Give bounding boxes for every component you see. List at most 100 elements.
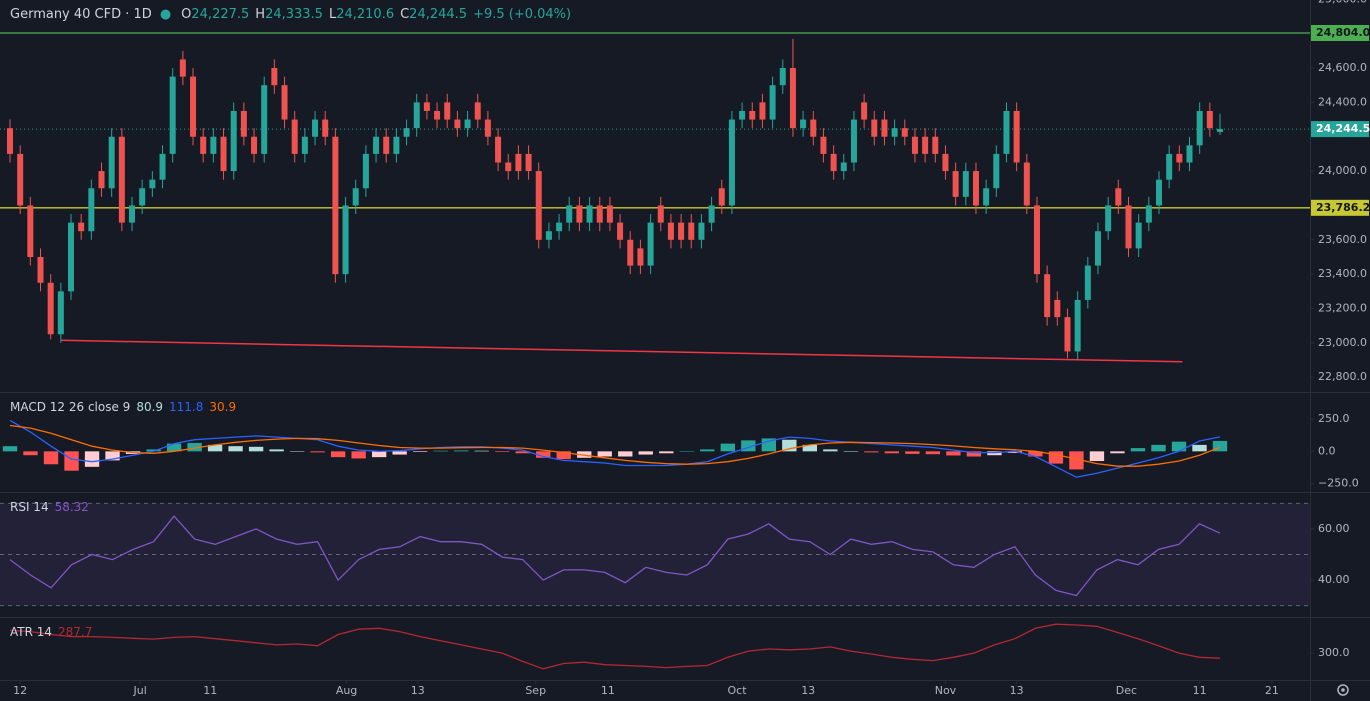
macd-histogram-bar: [946, 451, 961, 456]
candle-body: [901, 128, 908, 137]
candle-body: [271, 68, 278, 86]
candle-body: [1176, 153, 1183, 163]
macd-histogram-bar: [412, 451, 428, 452]
candle-body: [556, 222, 563, 232]
indicator-title: MACD 12 26 close 9: [10, 400, 130, 414]
macd-histogram-bar: [843, 451, 859, 452]
trendline: [60, 339, 1183, 363]
candle-body: [362, 153, 369, 189]
candle-body: [698, 222, 705, 240]
candle-body: [830, 153, 837, 172]
candle-body: [871, 119, 878, 137]
candle-body: [627, 239, 634, 266]
candle-body: [1023, 162, 1030, 206]
macd-histogram-bar: [105, 451, 120, 461]
candle-body: [739, 110, 746, 120]
candle-body: [434, 110, 441, 120]
macd-histogram-bar: [597, 451, 612, 457]
x-tick-label: Aug: [336, 684, 357, 697]
y-tick-label: 25,000.0: [1318, 0, 1367, 5]
candle-body: [1125, 205, 1132, 249]
candle-body: [423, 102, 430, 111]
candle-body: [1044, 274, 1051, 318]
y-tick-label: 23,400.0: [1318, 267, 1367, 280]
candle-body: [139, 188, 146, 206]
candle-body: [850, 119, 857, 163]
candle-body: [1064, 317, 1071, 352]
price-level-tag: [1311, 121, 1369, 138]
candle-body: [1166, 153, 1173, 180]
indicator-value: 111.8: [169, 400, 203, 414]
macd-histogram-bar: [802, 444, 818, 452]
rsi-line: [9, 515, 1221, 597]
macd-histogram-bar: [1028, 451, 1043, 457]
macd-histogram-bar: [1212, 440, 1228, 452]
candle-body: [657, 205, 664, 223]
macd-histogram-bar: [1192, 444, 1207, 452]
macd-histogram-bar: [905, 451, 920, 454]
macd-histogram-bar: [2, 446, 18, 452]
candle-body: [1105, 205, 1112, 232]
indicator-title: ATR 14: [10, 625, 52, 639]
macd-histogram-bar: [23, 451, 38, 456]
indicator-line: [9, 623, 1221, 670]
macd-histogram-bar: [207, 444, 223, 452]
x-tick-label: 13: [411, 684, 425, 697]
macd-histogram-bar: [187, 442, 202, 452]
ohlc-value: 24,244.5: [409, 7, 467, 22]
macd-histogram-bar: [720, 443, 735, 452]
x-tick-label: 11: [1193, 684, 1207, 697]
candle-body: [942, 153, 949, 172]
candle-body: [769, 85, 776, 120]
candle-body: [881, 119, 888, 137]
gear-center[interactable]: [1341, 688, 1345, 692]
y-tick-label: 40.00: [1318, 573, 1350, 586]
indicator-title: RSI 14: [10, 500, 49, 514]
candle-body: [840, 162, 847, 172]
macd-histogram-bar: [1007, 451, 1023, 453]
macd-histogram-bar: [289, 451, 305, 452]
macd-histogram-bar: [864, 451, 879, 453]
candle-body: [952, 171, 959, 197]
candle-body: [789, 68, 796, 129]
y-tick-label: 24,600.0: [1318, 61, 1367, 74]
price-level-label: 24,244.5: [1316, 122, 1370, 135]
macd-histogram-bar: [433, 450, 448, 452]
symbol-name: Germany 40 CFD · 1D: [10, 7, 152, 22]
y-tick-label: 0.0: [1318, 444, 1336, 457]
indicator-value: 80.9: [136, 400, 163, 414]
candle-body: [505, 162, 512, 172]
macd-histogram-bar: [679, 451, 694, 452]
candle-body: [617, 222, 624, 240]
price-level-label: 23,786.2: [1316, 201, 1370, 214]
macd-histogram-bar: [1171, 441, 1187, 452]
candle-body: [261, 85, 268, 154]
candle-body: [281, 85, 288, 120]
candle-body: [1217, 129, 1223, 133]
candle-body: [606, 205, 613, 223]
candle-body: [1186, 145, 1193, 163]
candle-body: [545, 231, 552, 240]
gear[interactable]: [1337, 684, 1349, 696]
candle-body: [108, 136, 115, 189]
candle-body: [78, 222, 85, 232]
y-tick-label: 24,000.0: [1318, 164, 1367, 177]
macd-histogram-bar: [330, 451, 346, 458]
macd-line: [9, 419, 1221, 478]
candle-body: [535, 171, 542, 240]
symbol-legend: Germany 40 CFD · 1D ● O24,227.5 H24,333.5 L2…: [10, 7, 571, 22]
candle-body: [454, 119, 461, 129]
macd-histogram-bar: [1069, 451, 1084, 470]
macd-histogram-bar: [556, 451, 571, 460]
candle-body: [1033, 205, 1040, 275]
settings-icon[interactable]: [1337, 684, 1349, 696]
candle-body: [47, 282, 54, 335]
indicator-legend: MACD 12 26 close 9 80.9 111.8 30.9: [10, 400, 236, 414]
candle-body: [129, 205, 136, 223]
candle-body: [403, 128, 410, 137]
candle-body: [1155, 179, 1162, 206]
candle-body: [312, 119, 319, 137]
y-tick-label: 24,400.0: [1318, 95, 1367, 108]
y-tick-label: 22,800.0: [1318, 370, 1367, 383]
